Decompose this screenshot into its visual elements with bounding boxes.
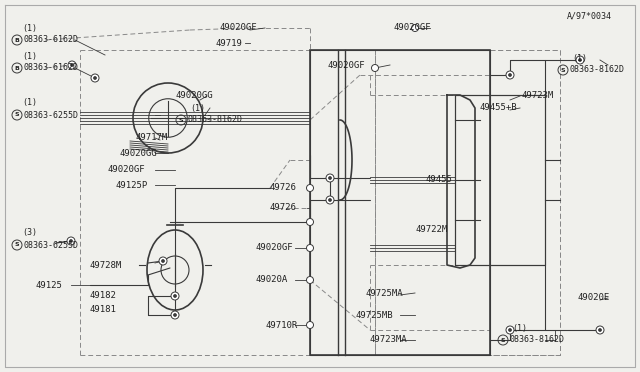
Circle shape [506, 71, 514, 79]
Circle shape [307, 218, 314, 225]
Text: S: S [500, 337, 506, 343]
Text: S: S [561, 67, 565, 73]
Text: 49719: 49719 [215, 38, 242, 48]
Text: 49725MA: 49725MA [365, 289, 403, 298]
Text: 49125: 49125 [35, 280, 62, 289]
Circle shape [328, 176, 332, 180]
Text: 49020GG: 49020GG [176, 92, 214, 100]
Circle shape [371, 64, 378, 71]
Text: 49020GF: 49020GF [328, 61, 365, 70]
Circle shape [506, 326, 514, 334]
Text: 49455: 49455 [425, 176, 452, 185]
Text: 49710R: 49710R [265, 321, 297, 330]
Circle shape [67, 237, 75, 245]
Text: (1): (1) [22, 23, 37, 32]
Circle shape [576, 56, 584, 64]
Circle shape [173, 295, 177, 298]
Circle shape [579, 58, 582, 61]
Circle shape [307, 244, 314, 251]
Bar [310, 50, 490, 355]
Text: 49726: 49726 [270, 183, 297, 192]
Text: S: S [15, 243, 19, 247]
Text: 49726: 49726 [270, 203, 297, 212]
Text: (1): (1) [22, 51, 37, 61]
Text: (1): (1) [512, 324, 527, 333]
Bar [455, 95, 545, 265]
Text: (1): (1) [572, 54, 587, 62]
Circle shape [307, 321, 314, 328]
Text: 49020A: 49020A [255, 276, 287, 285]
Circle shape [68, 61, 76, 69]
Text: 49020GF: 49020GF [220, 23, 258, 32]
Circle shape [326, 174, 334, 182]
Text: 49182: 49182 [90, 291, 117, 299]
Circle shape [596, 326, 604, 334]
Circle shape [171, 292, 179, 300]
Circle shape [509, 328, 511, 331]
Text: 49181: 49181 [90, 305, 117, 314]
Circle shape [173, 314, 177, 317]
Circle shape [307, 276, 314, 283]
Circle shape [412, 25, 419, 32]
Text: 08363-6255D: 08363-6255D [24, 110, 79, 119]
Circle shape [326, 196, 334, 204]
Circle shape [70, 240, 72, 243]
Text: S: S [179, 118, 183, 122]
Text: 49020GF: 49020GF [108, 166, 146, 174]
Text: 49725MB: 49725MB [355, 311, 392, 320]
Text: 49455+B: 49455+B [480, 103, 518, 112]
Text: B: B [15, 38, 19, 42]
Text: 49125P: 49125P [115, 180, 147, 189]
Text: 08363-8162D: 08363-8162D [570, 65, 625, 74]
Text: 08363-6162D: 08363-6162D [24, 35, 79, 45]
Text: (1): (1) [22, 99, 37, 108]
Text: 49723MA: 49723MA [370, 336, 408, 344]
Text: 49020GG: 49020GG [120, 148, 157, 157]
Text: A/97*0034: A/97*0034 [567, 12, 612, 20]
Text: 49020E: 49020E [578, 294, 611, 302]
Text: S: S [15, 112, 19, 118]
Text: 08363-6255D: 08363-6255D [24, 241, 79, 250]
Circle shape [328, 199, 332, 202]
Text: 49723M: 49723M [522, 92, 554, 100]
Circle shape [307, 185, 314, 192]
Circle shape [171, 311, 179, 319]
Circle shape [509, 74, 511, 77]
Circle shape [598, 328, 602, 331]
Text: 49717M: 49717M [135, 134, 167, 142]
Circle shape [159, 257, 167, 265]
Circle shape [161, 260, 164, 263]
Circle shape [70, 64, 74, 67]
Text: (3): (3) [22, 228, 37, 237]
Circle shape [91, 74, 99, 82]
Text: 08363-8162D: 08363-8162D [510, 336, 565, 344]
Text: 49020GF: 49020GF [393, 23, 431, 32]
Text: 49722M: 49722M [415, 225, 447, 234]
Text: 08363-8162D: 08363-8162D [188, 115, 243, 125]
Text: B: B [15, 65, 19, 71]
Circle shape [93, 77, 97, 80]
Text: 49020GF: 49020GF [255, 244, 292, 253]
Text: 49728M: 49728M [90, 260, 122, 269]
Text: 08363-6162D: 08363-6162D [24, 64, 79, 73]
Text: (1): (1) [190, 103, 205, 112]
